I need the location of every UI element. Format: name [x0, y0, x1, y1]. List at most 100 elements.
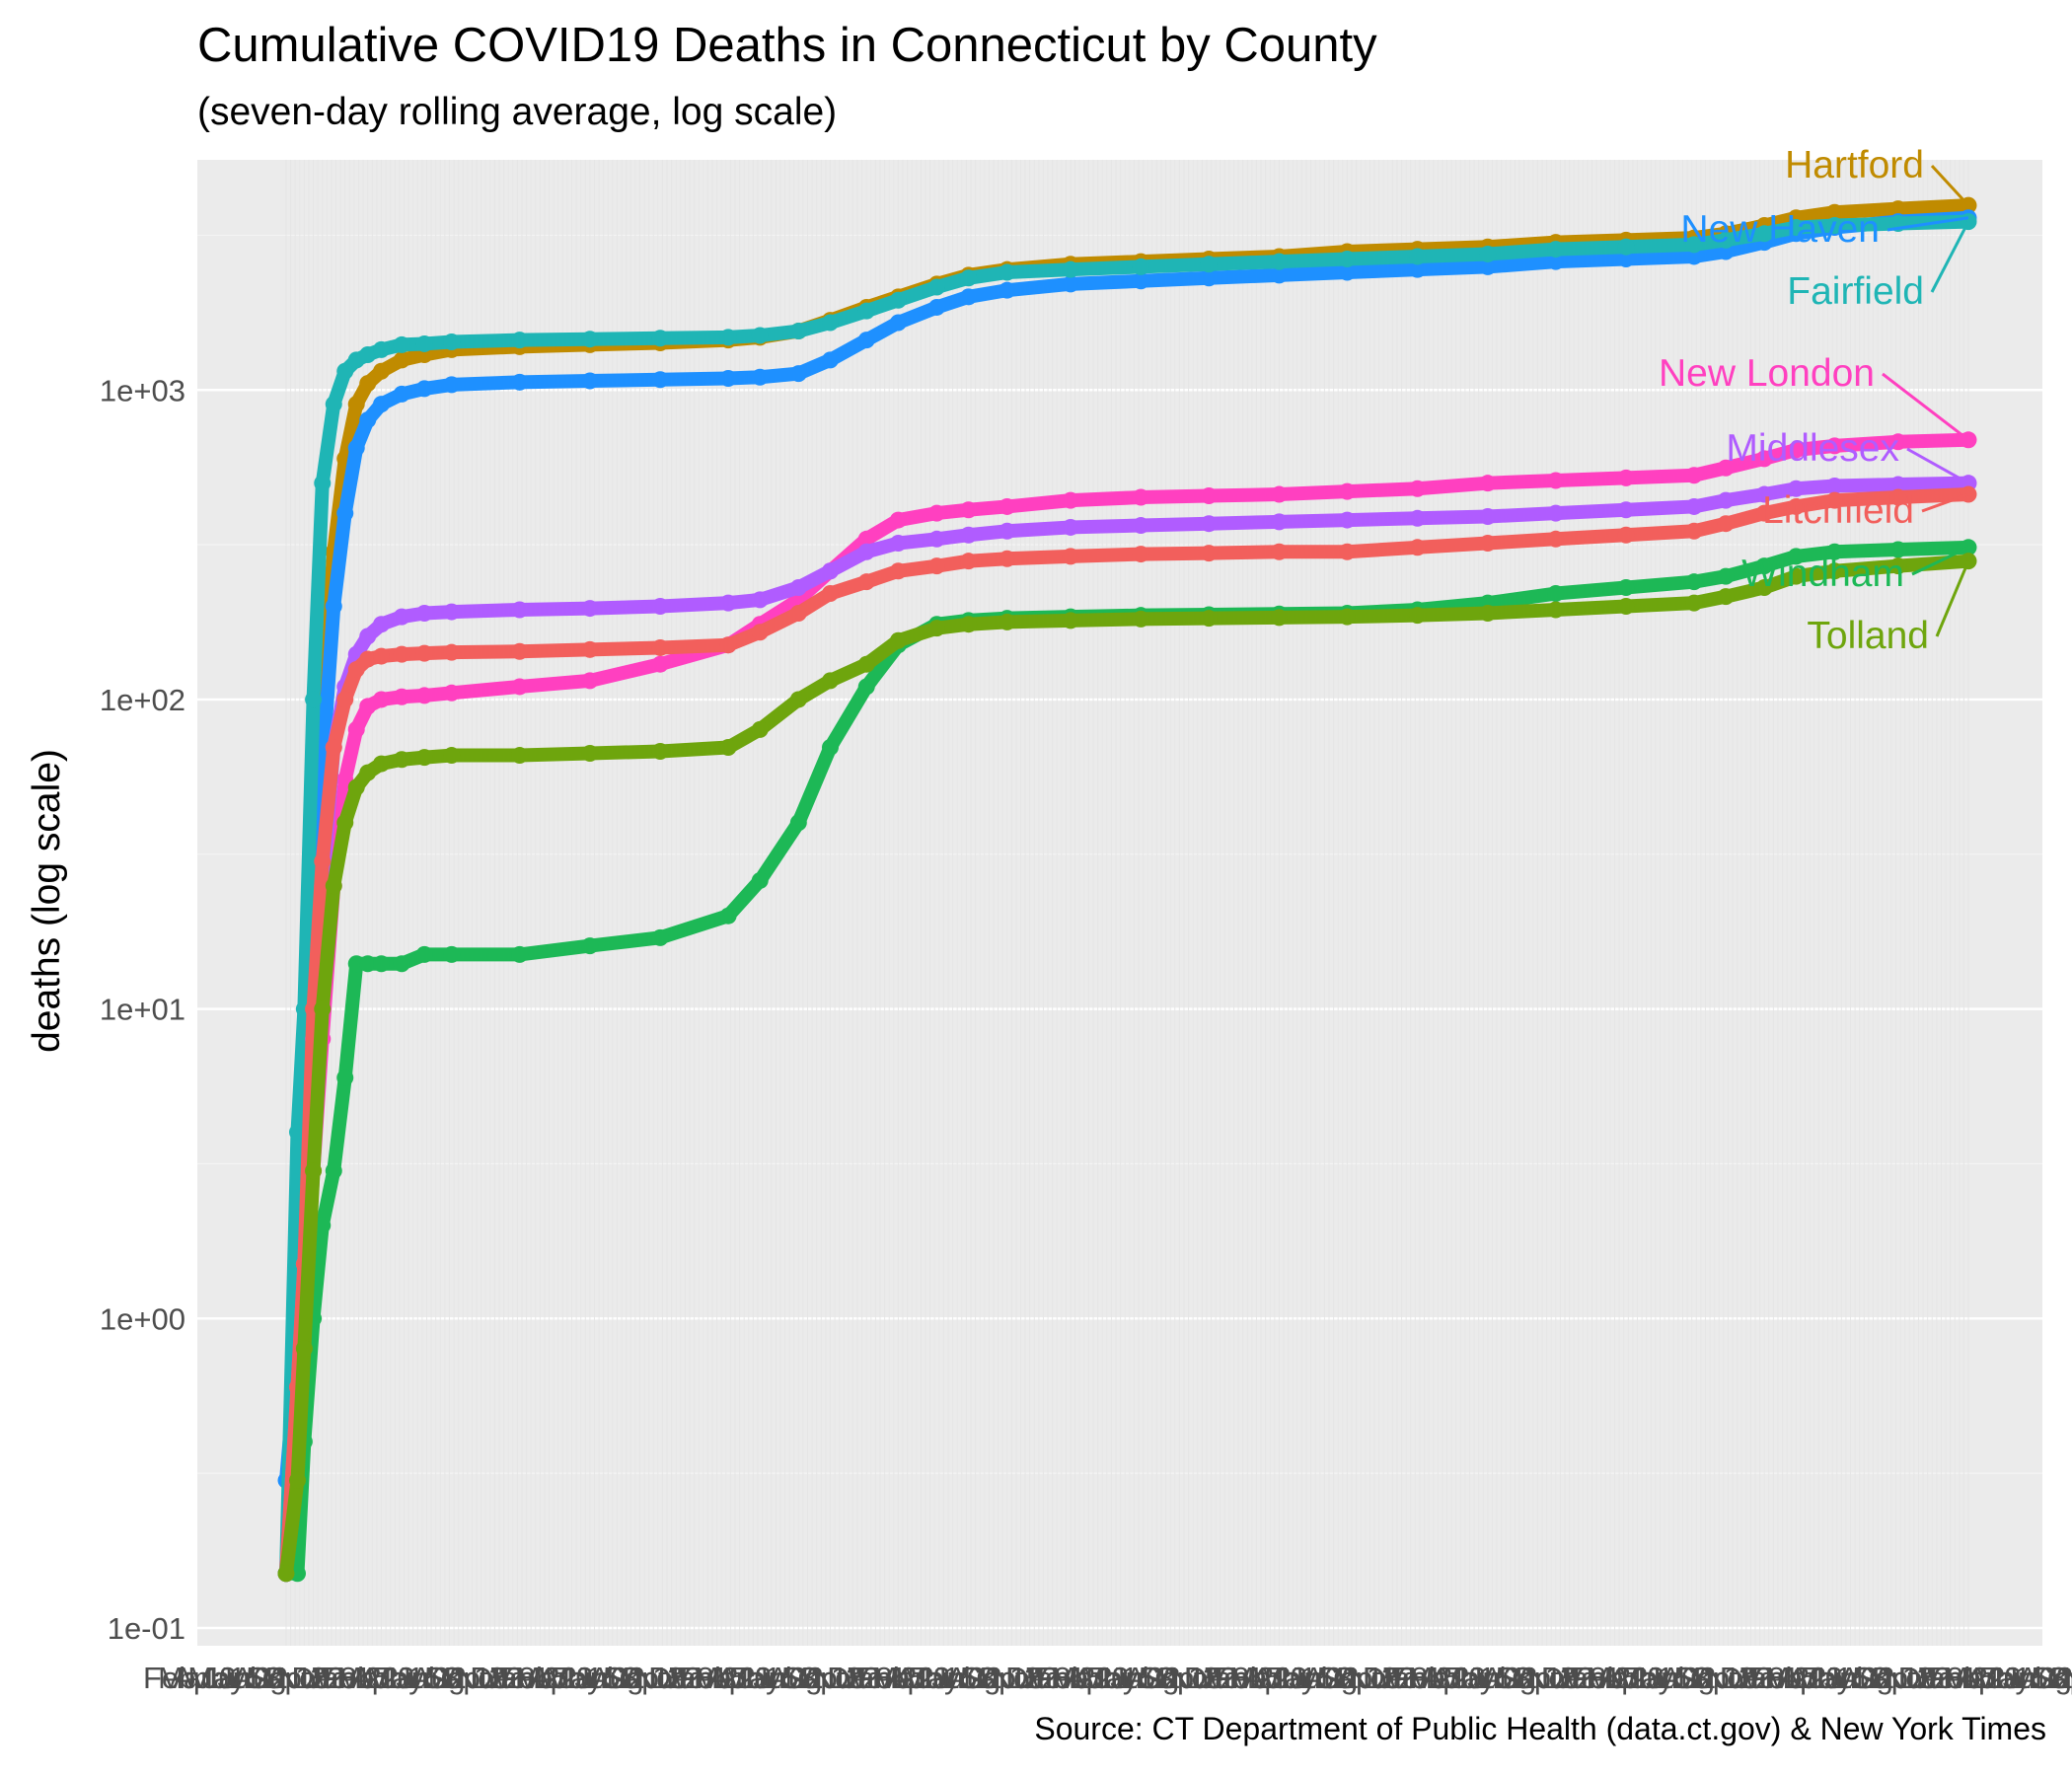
data-point: [1685, 573, 1703, 591]
data-point: [1270, 609, 1288, 627]
x-tick-label: Feb 1: [1571, 1661, 1649, 1695]
x-tick-label: Oct 1: [1154, 1661, 1227, 1695]
data-point: [927, 557, 945, 575]
x-tick-label: Apr 15: [173, 1661, 262, 1695]
x-tick-label: Feb 1: [679, 1661, 757, 1695]
data-point: [1825, 217, 1843, 235]
data-point: [443, 643, 461, 661]
series-fairfield: [277, 213, 1977, 1583]
series-label-leader: [1882, 372, 1969, 441]
x-tick-label: May 22: [1080, 1661, 1181, 1695]
data-point: [325, 396, 342, 413]
data-point: [1479, 475, 1497, 492]
x-tick-label: Sep 22: [604, 1661, 701, 1695]
x-tick-label: Oct 1: [619, 1661, 692, 1695]
data-point: [1062, 548, 1079, 565]
x-tick-label: Jan 22: [1021, 1661, 1113, 1695]
data-point: [415, 687, 433, 704]
x-tick-label: Mar 8: [1229, 1661, 1307, 1695]
data-point: [1685, 467, 1703, 484]
x-tick-label: Oct 1: [1690, 1661, 1763, 1695]
data-point: [651, 330, 669, 347]
series-labels: Hartford New Haven Fairfield New London Midd…: [1659, 144, 1970, 657]
x-tick-label: Nov 8: [991, 1661, 1071, 1695]
data-point: [1547, 504, 1565, 522]
x-tick-label: Nov 8: [1705, 1661, 1785, 1695]
x-tick-label: May 22: [902, 1661, 1002, 1695]
y-tick-label-0: 1e-01: [108, 1611, 185, 1646]
data-point: [1270, 543, 1288, 560]
data-point: [581, 640, 599, 658]
x-tick-label: Sep 22: [1675, 1661, 1772, 1695]
x-tick-label: Mar 8: [694, 1661, 772, 1695]
data-point: [295, 1340, 313, 1358]
data-point: [581, 372, 599, 390]
plot-panel: [197, 160, 2042, 1646]
y-axis-ticks: 1e-01 1e+00 1e+01 1e+02 1e+03: [100, 373, 185, 1646]
data-point: [927, 298, 945, 316]
data-point: [857, 655, 875, 673]
data-point: [288, 1471, 306, 1489]
data-point: [960, 288, 978, 306]
x-tick-label: Jul 8: [574, 1661, 638, 1695]
data-point: [789, 323, 807, 340]
x-tick-label: Aug 15: [2018, 1661, 2072, 1695]
x-tick-label: Jun 1: [202, 1661, 277, 1695]
data-point: [415, 749, 433, 767]
data-point: [719, 329, 737, 346]
data-point: [373, 362, 391, 380]
x-tick-label: Apr 15: [1779, 1661, 1869, 1695]
data-point: [347, 396, 365, 413]
data-point: [821, 672, 839, 690]
data-point: [325, 598, 342, 616]
x-tick-label: Sep 22: [1140, 1661, 1236, 1695]
data-point: [373, 691, 391, 708]
data-point: [1889, 433, 1907, 451]
data-point: [1479, 508, 1497, 526]
data-point: [751, 871, 769, 889]
data-point: [359, 375, 377, 393]
x-tick-label: Mar 8: [1408, 1661, 1486, 1695]
data-point: [1889, 200, 1907, 218]
data-point: [288, 1123, 306, 1141]
data-point: [1755, 485, 1773, 503]
data-point: [1617, 578, 1635, 596]
x-tick-label: Jul 8: [396, 1661, 460, 1695]
data-point: [393, 751, 410, 769]
data-point: [1617, 501, 1635, 519]
x-tick-label: Jul 8: [753, 1661, 817, 1695]
x-tick-label: Nov 8: [812, 1661, 892, 1695]
x-tick-label: Mar 8: [1586, 1661, 1664, 1695]
data-point: [314, 1000, 332, 1018]
x-tick-label: May 22: [366, 1661, 467, 1695]
x-tick-label: Sep 22: [425, 1661, 522, 1695]
data-point: [857, 332, 875, 349]
data-point: [359, 346, 377, 364]
data-point: [1717, 459, 1735, 477]
data-point: [314, 852, 332, 870]
data-point: [1062, 491, 1079, 509]
data-point: [511, 373, 529, 391]
data-point: [373, 755, 391, 773]
data-point: [1132, 546, 1149, 563]
x-tick-label: Oct 1: [797, 1661, 870, 1695]
data-point: [1889, 476, 1907, 493]
data-point: [393, 645, 410, 663]
data-point: [415, 380, 433, 398]
x-tick-label: Jul 8: [217, 1661, 281, 1695]
data-point: [1409, 248, 1427, 265]
x-tick-label: Apr 15: [1601, 1661, 1691, 1695]
data-point: [336, 362, 354, 380]
data-point: [751, 720, 769, 738]
series-label-leader: [1930, 164, 1970, 207]
data-point: [305, 691, 323, 708]
data-point: [415, 945, 433, 963]
x-tick-label: Aug 15: [410, 1661, 507, 1695]
data-point: [325, 877, 342, 895]
data-point: [751, 591, 769, 609]
data-point: [789, 365, 807, 383]
data-point: [1062, 518, 1079, 536]
data-point: [1338, 511, 1356, 529]
x-tick-label: Dec 15: [649, 1661, 746, 1695]
x-tick-label: Sep 22: [1497, 1661, 1593, 1695]
